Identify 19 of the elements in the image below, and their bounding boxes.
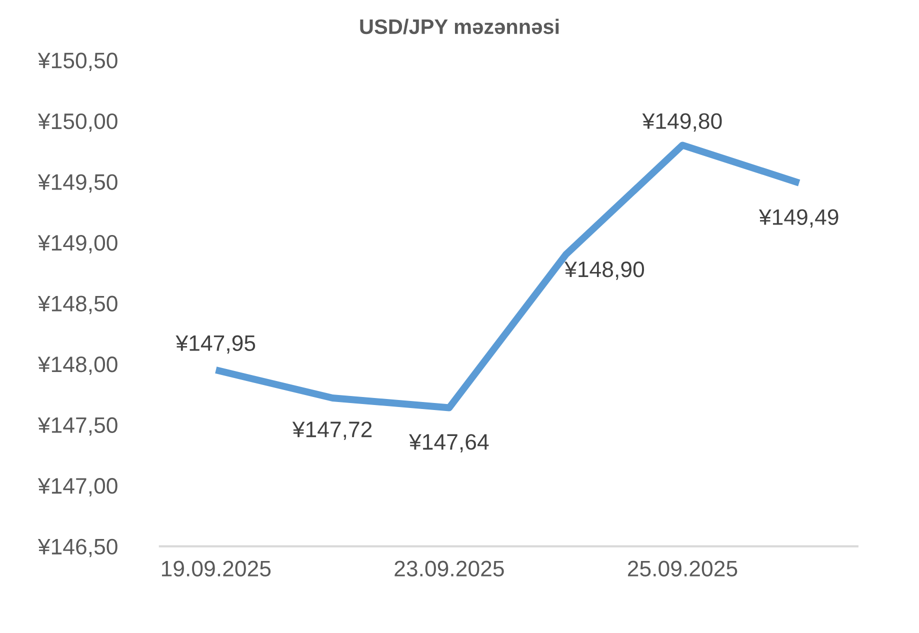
data-label: ¥147,95 xyxy=(176,335,256,354)
chart-title: USD/JPY məzənnəsi xyxy=(360,18,559,34)
x-tick-label: 25.09.2025 xyxy=(628,560,738,576)
x-tick-label: 19.09.2025 xyxy=(162,560,271,576)
y-tick-label: ¥150,00 xyxy=(38,113,118,132)
y-tick-label: ¥146,50 xyxy=(38,538,118,558)
data-label: ¥148,90 xyxy=(564,261,644,280)
data-label: ¥149,80 xyxy=(642,113,722,132)
x-tick-label: 23.09.2025 xyxy=(394,560,504,576)
y-tick-label: ¥149,50 xyxy=(38,174,118,193)
y-tick-label: ¥148,50 xyxy=(38,296,118,314)
y-tick-label: ¥147,50 xyxy=(38,417,118,436)
y-tick-label: ¥148,00 xyxy=(38,356,118,375)
data-label: ¥147,64 xyxy=(409,434,489,452)
y-tick-label: ¥147,00 xyxy=(38,478,118,496)
data-label: ¥149,49 xyxy=(758,209,838,228)
y-tick-label: ¥150,50 xyxy=(38,52,118,72)
data-label: ¥147,72 xyxy=(292,422,372,440)
y-tick-label: ¥149,00 xyxy=(38,234,118,254)
